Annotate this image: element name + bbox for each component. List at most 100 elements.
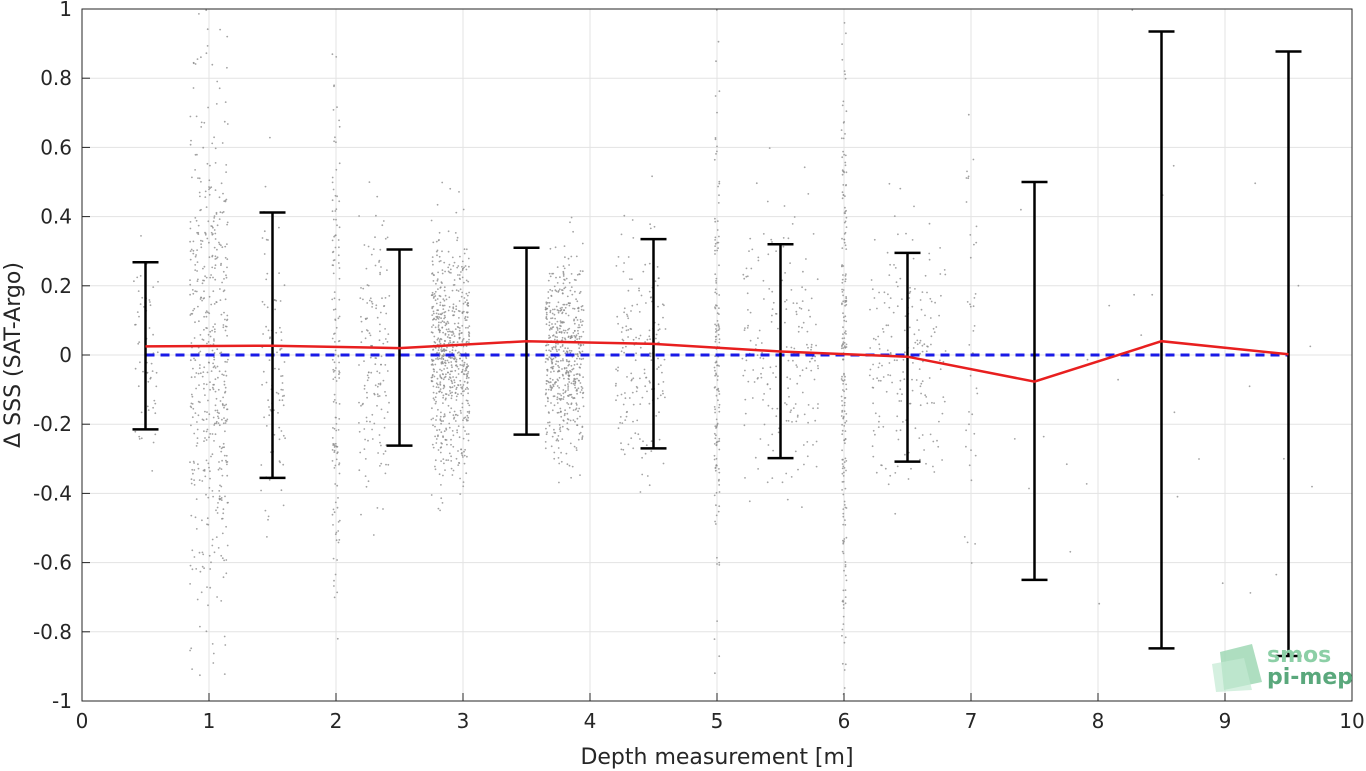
scatter-point	[454, 328, 457, 330]
scatter-point	[133, 280, 135, 283]
scatter-point	[806, 330, 809, 333]
scatter-point	[1086, 358, 1089, 361]
scatter-point	[577, 329, 579, 332]
scatter-point	[973, 432, 976, 435]
scatter-point	[914, 288, 916, 290]
scatter-point	[196, 261, 199, 263]
scatter-point	[208, 188, 210, 191]
scatter-point	[372, 534, 375, 536]
scatter-point	[970, 479, 973, 482]
scatter-point	[1275, 573, 1278, 576]
scatter-point	[141, 296, 144, 299]
scatter-point	[557, 343, 559, 345]
scatter-point	[442, 387, 445, 390]
scatter-point	[771, 407, 774, 410]
scatter-point	[189, 564, 192, 567]
scatter-point	[842, 508, 845, 510]
scatter-point	[770, 238, 773, 241]
scatter-point	[147, 409, 150, 411]
scatter-point	[209, 164, 211, 167]
scatter-point	[438, 428, 441, 431]
scatter-point	[976, 392, 979, 395]
scatter-point	[211, 349, 214, 352]
scatter-point	[795, 364, 798, 366]
scatter-point	[580, 385, 583, 388]
scatter-point	[889, 263, 891, 266]
scatter-point	[752, 369, 755, 371]
scatter-point	[548, 324, 551, 327]
scatter-point	[441, 282, 443, 284]
scatter-point	[810, 348, 812, 351]
scatter-point	[574, 353, 577, 355]
scatter-point	[360, 404, 362, 407]
scatter-point	[809, 315, 811, 318]
scatter-point	[567, 364, 570, 367]
scatter-point	[382, 453, 385, 455]
scatter-point	[763, 298, 765, 300]
scatter-point	[890, 335, 893, 338]
scatter-point	[570, 273, 573, 275]
scatter-point	[796, 414, 799, 417]
scatter-point	[195, 387, 198, 390]
scatter-point	[434, 402, 437, 405]
scatter-point	[842, 312, 844, 315]
scatter-point	[843, 410, 846, 413]
scatter-point	[334, 483, 337, 485]
scatter-point	[544, 306, 547, 309]
scatter-point	[466, 294, 469, 297]
scatter-point	[268, 359, 271, 361]
scatter-point	[714, 288, 717, 291]
scatter-point	[451, 349, 454, 352]
scatter-point	[222, 396, 225, 399]
scatter-point	[465, 279, 468, 282]
scatter-point	[447, 404, 450, 407]
scatter-point	[266, 536, 268, 538]
scatter-point	[577, 343, 580, 346]
scatter-point	[462, 481, 465, 483]
scatter-point	[335, 416, 337, 419]
scatter-point	[468, 412, 471, 414]
scatter-point	[567, 389, 569, 391]
scatter-point	[558, 366, 560, 369]
scatter-point	[267, 329, 270, 332]
scatter-point	[137, 342, 140, 345]
scatter-point	[203, 387, 205, 390]
scatter-point	[908, 297, 911, 299]
scatter-point	[435, 392, 438, 395]
scatter-point	[648, 380, 651, 383]
scatter-point	[575, 279, 577, 281]
scatter-point	[363, 428, 366, 430]
scatter-point	[544, 441, 547, 443]
y-tick-label: 1	[59, 0, 72, 21]
scatter-point	[448, 376, 451, 378]
scatter-point	[432, 391, 435, 394]
scatter-point	[463, 373, 466, 376]
scatter-point	[435, 250, 438, 253]
scatter-point	[195, 290, 198, 293]
scatter-point	[282, 389, 284, 391]
scatter-point	[372, 248, 375, 251]
scatter-point	[189, 221, 192, 223]
scatter-point	[360, 320, 363, 323]
scatter-point	[461, 265, 463, 268]
scatter-point	[775, 415, 778, 418]
scatter-point	[559, 430, 562, 433]
scatter-point	[545, 311, 548, 314]
scatter-point	[138, 438, 141, 440]
scatter-point	[882, 376, 885, 378]
scatter-point	[909, 290, 912, 293]
scatter-point	[435, 240, 438, 243]
scatter-point	[552, 346, 555, 348]
scatter-point	[718, 505, 721, 508]
scatter-point	[625, 345, 627, 348]
scatter-point	[551, 323, 553, 325]
scatter-point	[468, 325, 471, 327]
scatter-point	[203, 121, 206, 124]
scatter-point	[715, 324, 718, 327]
scatter-point	[617, 256, 620, 258]
scatter-point	[432, 446, 435, 449]
scatter-point	[563, 331, 566, 334]
scatter-point	[635, 336, 637, 339]
scatter-point	[261, 300, 264, 303]
scatter-point	[214, 409, 217, 412]
